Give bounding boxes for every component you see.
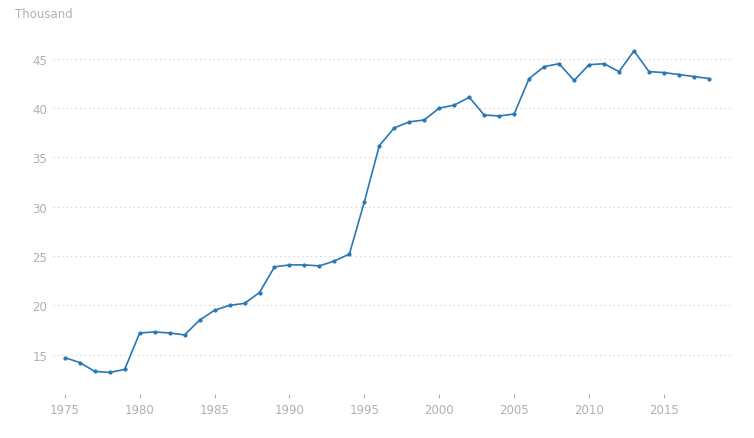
Text: Thousand: Thousand xyxy=(16,8,73,21)
